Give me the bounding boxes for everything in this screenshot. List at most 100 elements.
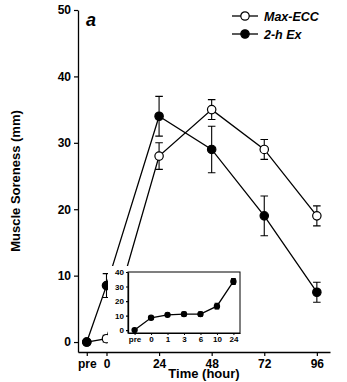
tick-label: 72 [258, 357, 272, 371]
panel-label: a [86, 10, 96, 30]
tick-label: 10 [213, 335, 222, 344]
tick: 96 [311, 352, 325, 371]
data-point [83, 338, 91, 346]
error-bar [260, 139, 268, 159]
tick: 50 [58, 3, 78, 17]
legend-marker [241, 12, 249, 20]
tick: 30 [58, 136, 78, 150]
tick: 30 [115, 283, 128, 292]
data-point [155, 112, 163, 120]
inset-x-axis: pre 0 1 3 6 10 24 [129, 333, 241, 344]
tick: 72 [258, 352, 272, 371]
tick-label: 20 [115, 297, 124, 306]
axis-line [128, 273, 129, 334]
tick-mark [126, 272, 128, 273]
tick-mark [74, 76, 78, 77]
tick-label: 50 [58, 3, 72, 17]
tick: pre [78, 352, 97, 371]
tick-mark [126, 301, 128, 302]
tick-label: 0 [104, 357, 111, 371]
tick: 10 [213, 333, 222, 344]
legend-label: 2-h Ex [263, 28, 303, 42]
data-point [165, 312, 170, 317]
error-bar [313, 206, 321, 226]
axis-line [79, 352, 331, 353]
error-bar [215, 303, 220, 309]
tick: 1 [166, 333, 171, 344]
y-axis-title: Muscle Soreness (mm) [8, 110, 23, 252]
data-point [260, 212, 268, 220]
data-point [83, 338, 91, 346]
tick-mark [74, 143, 78, 144]
data-point [207, 105, 215, 113]
tick-label: 30 [115, 283, 124, 292]
tick: 20 [58, 203, 78, 217]
error-bar [208, 126, 216, 172]
data-point [214, 304, 219, 309]
legend: Max-ECC 2-h Ex [232, 10, 320, 42]
tick-mark [317, 352, 318, 356]
tick-label: pre [78, 357, 97, 371]
tick-label: 0 [149, 335, 154, 344]
error-bar [313, 282, 321, 302]
tick-label: pre [129, 335, 142, 344]
tick-mark [126, 315, 128, 316]
tick-label: 0 [64, 335, 71, 349]
inset-plot-area [132, 279, 236, 333]
legend-marker [241, 30, 249, 38]
tick-label: 20 [58, 203, 72, 217]
tick-label: 1 [166, 335, 171, 344]
tick-label: 6 [199, 335, 204, 344]
tick-mark [126, 330, 128, 331]
data-point [181, 312, 186, 317]
data-point [132, 327, 137, 332]
tick-mark [212, 352, 213, 356]
tick-mark [74, 10, 78, 11]
tick: 6 [199, 333, 204, 344]
data-point [148, 315, 153, 320]
error-bar [231, 279, 236, 285]
tick-label: 30 [58, 136, 72, 150]
tick: 0 [104, 352, 111, 371]
error-bar [182, 312, 187, 316]
tick-mark [126, 286, 128, 287]
tick: 0 [64, 335, 78, 349]
x-axis-title: Time (hour) [168, 366, 239, 381]
legend-label: Max-ECC [264, 10, 320, 24]
axis-line [78, 11, 79, 353]
error-bar [198, 312, 203, 316]
tick-mark [74, 209, 78, 210]
tick: 10 [115, 312, 128, 321]
inset-y-axis: 0 10 20 30 40 [115, 268, 128, 335]
tick-mark [264, 352, 265, 356]
tick: 3 [182, 333, 187, 344]
tick-label: 96 [311, 357, 325, 371]
tick-mark [74, 342, 78, 343]
inset-frame [128, 272, 240, 333]
tick: 40 [58, 70, 78, 84]
tick-label: 0 [120, 326, 125, 335]
tick: pre [129, 333, 142, 344]
error-bar [208, 100, 216, 120]
y-axis: 01020304050 [58, 3, 79, 352]
error-bar [260, 196, 268, 236]
data-point [207, 145, 215, 153]
error-bar [155, 143, 163, 170]
tick-label: 24 [153, 357, 167, 371]
data-point [155, 152, 163, 160]
series-line [135, 281, 234, 330]
tick-mark [106, 352, 107, 356]
tick-label: 40 [58, 70, 72, 84]
tick-label: 40 [115, 268, 124, 277]
inset-background [108, 266, 244, 346]
data-point [198, 312, 203, 317]
plot-area [83, 96, 321, 346]
tick-mark [74, 276, 78, 277]
tick-label: 3 [182, 335, 187, 344]
tick-mark [87, 352, 88, 356]
data-point [260, 145, 268, 153]
tick: 24 [153, 352, 167, 371]
data-point [231, 279, 236, 284]
data-point [313, 288, 321, 296]
tick-label: 24 [229, 335, 238, 344]
